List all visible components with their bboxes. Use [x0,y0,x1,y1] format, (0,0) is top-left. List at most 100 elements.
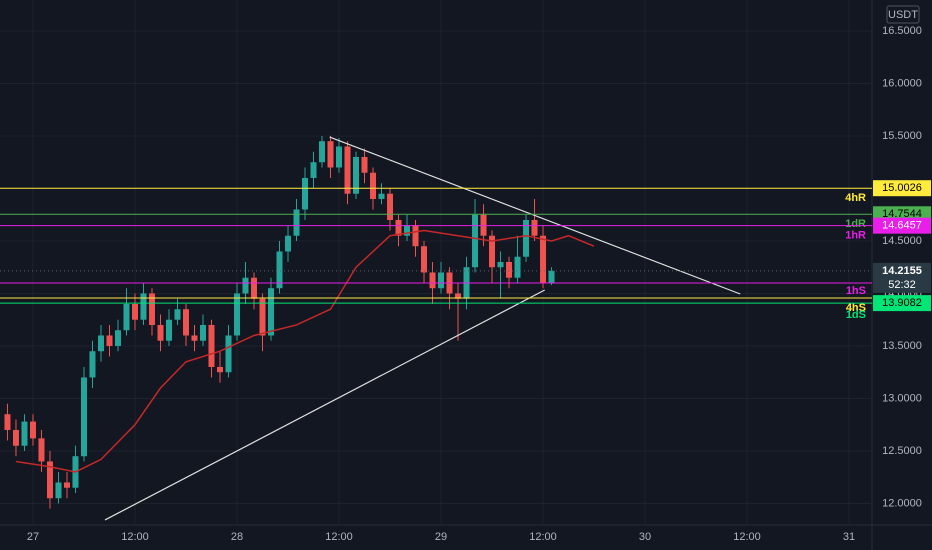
candle-body [208,324,215,367]
candle-body [242,277,249,294]
candle-body [497,261,504,268]
candle-body [38,438,45,462]
candle-body [114,330,121,346]
candle-body [216,366,223,373]
currency: USDT [888,9,918,21]
candle-body [523,219,530,257]
x-tick-label: 29 [435,531,447,543]
candle-body [174,309,181,320]
candle-body [46,461,53,499]
candle-body [148,293,155,325]
candle-body [131,303,138,320]
level-label: 4hR [845,192,866,204]
candle-body [276,251,283,289]
trendline [104,289,546,521]
candle-body [412,225,419,247]
candle-body [165,319,172,341]
y-tick-label: 15.5000 [882,130,922,142]
candle-body [506,261,513,278]
candle-body [80,377,87,457]
candle-body [319,141,326,163]
candle-body [225,335,232,373]
candle-body [387,193,394,220]
level-label: 1dR [845,218,866,230]
x-tick-label: 31 [843,531,855,543]
y-tick-label: 13.0000 [882,392,922,404]
candle-body [514,256,521,278]
candle-body [285,235,292,252]
candle-body [540,235,547,283]
candle-body [361,156,368,173]
y-tick-label: 13.5000 [882,340,922,352]
moving-average [15,229,595,473]
y-tick-label: 12.5000 [882,445,922,457]
candle-body [55,482,62,499]
level-price: 14.7544 [882,208,922,220]
x-tick-label: 12:00 [529,531,557,543]
x-tick-label: 28 [231,531,243,543]
last-price-box [873,262,931,293]
candle-body [429,272,436,289]
candle-body [157,324,164,341]
y-tick-label: 16.0000 [882,77,922,89]
candle-body [404,225,411,236]
candle-body [327,141,334,168]
x-tick-label: 30 [639,531,651,543]
candle-body [293,209,300,236]
candle-body [268,288,275,336]
x-tick-label: 12:00 [733,531,761,543]
level-label: 4hS [846,302,866,314]
candle-body [29,421,36,439]
level-price: 14.6457 [882,220,922,232]
candle-body [140,293,147,320]
trendline [329,136,741,295]
candle-body [344,146,351,194]
level-label: 1hR [845,230,866,242]
last-price: 14.2155 [882,265,922,277]
candle-body [89,351,96,378]
candle-body [378,193,385,199]
candle-body [21,421,28,446]
candle-body [97,335,104,352]
candle-body [259,298,266,336]
level-label: 1dS [846,309,866,321]
x-tick-label: 12:00 [121,531,149,543]
candle-body [421,246,428,273]
level-price-box [873,217,931,234]
candle-body [12,429,19,446]
candle-body [233,293,240,336]
y-tick-label: 14.5000 [882,235,922,247]
currency-box [886,5,920,24]
y-tick-label: 12.0000 [882,497,922,509]
candle-body [123,303,130,331]
candle-body [531,219,538,236]
level-price-box [873,180,931,197]
candle-body [106,335,113,346]
candle-body [191,335,198,341]
countdown: 52:32 [888,279,916,291]
candle-body [63,482,70,488]
candle-body [4,414,11,430]
candle-body [438,272,445,289]
candle-body [472,214,479,268]
x-tick-label: 12:00 [325,531,353,543]
level-price: 15.0026 [882,182,922,194]
x-tick-label: 27 [27,531,39,543]
level-price-box [873,295,931,312]
level-price: 13.9082 [882,297,922,309]
candle-body [302,177,309,210]
y-tick-label: 16.5000 [882,25,922,37]
candle-body [353,156,360,194]
candle-body [199,324,206,341]
candle-body [395,219,402,236]
candle-body [336,146,343,168]
candle-body [251,277,258,299]
candle-body [182,309,189,336]
candle-body [455,293,462,299]
candle-body [310,162,317,178]
candle-body [489,235,496,268]
candle-body [370,172,377,199]
level-label: 1hS [846,285,866,297]
candle-body [548,270,555,283]
